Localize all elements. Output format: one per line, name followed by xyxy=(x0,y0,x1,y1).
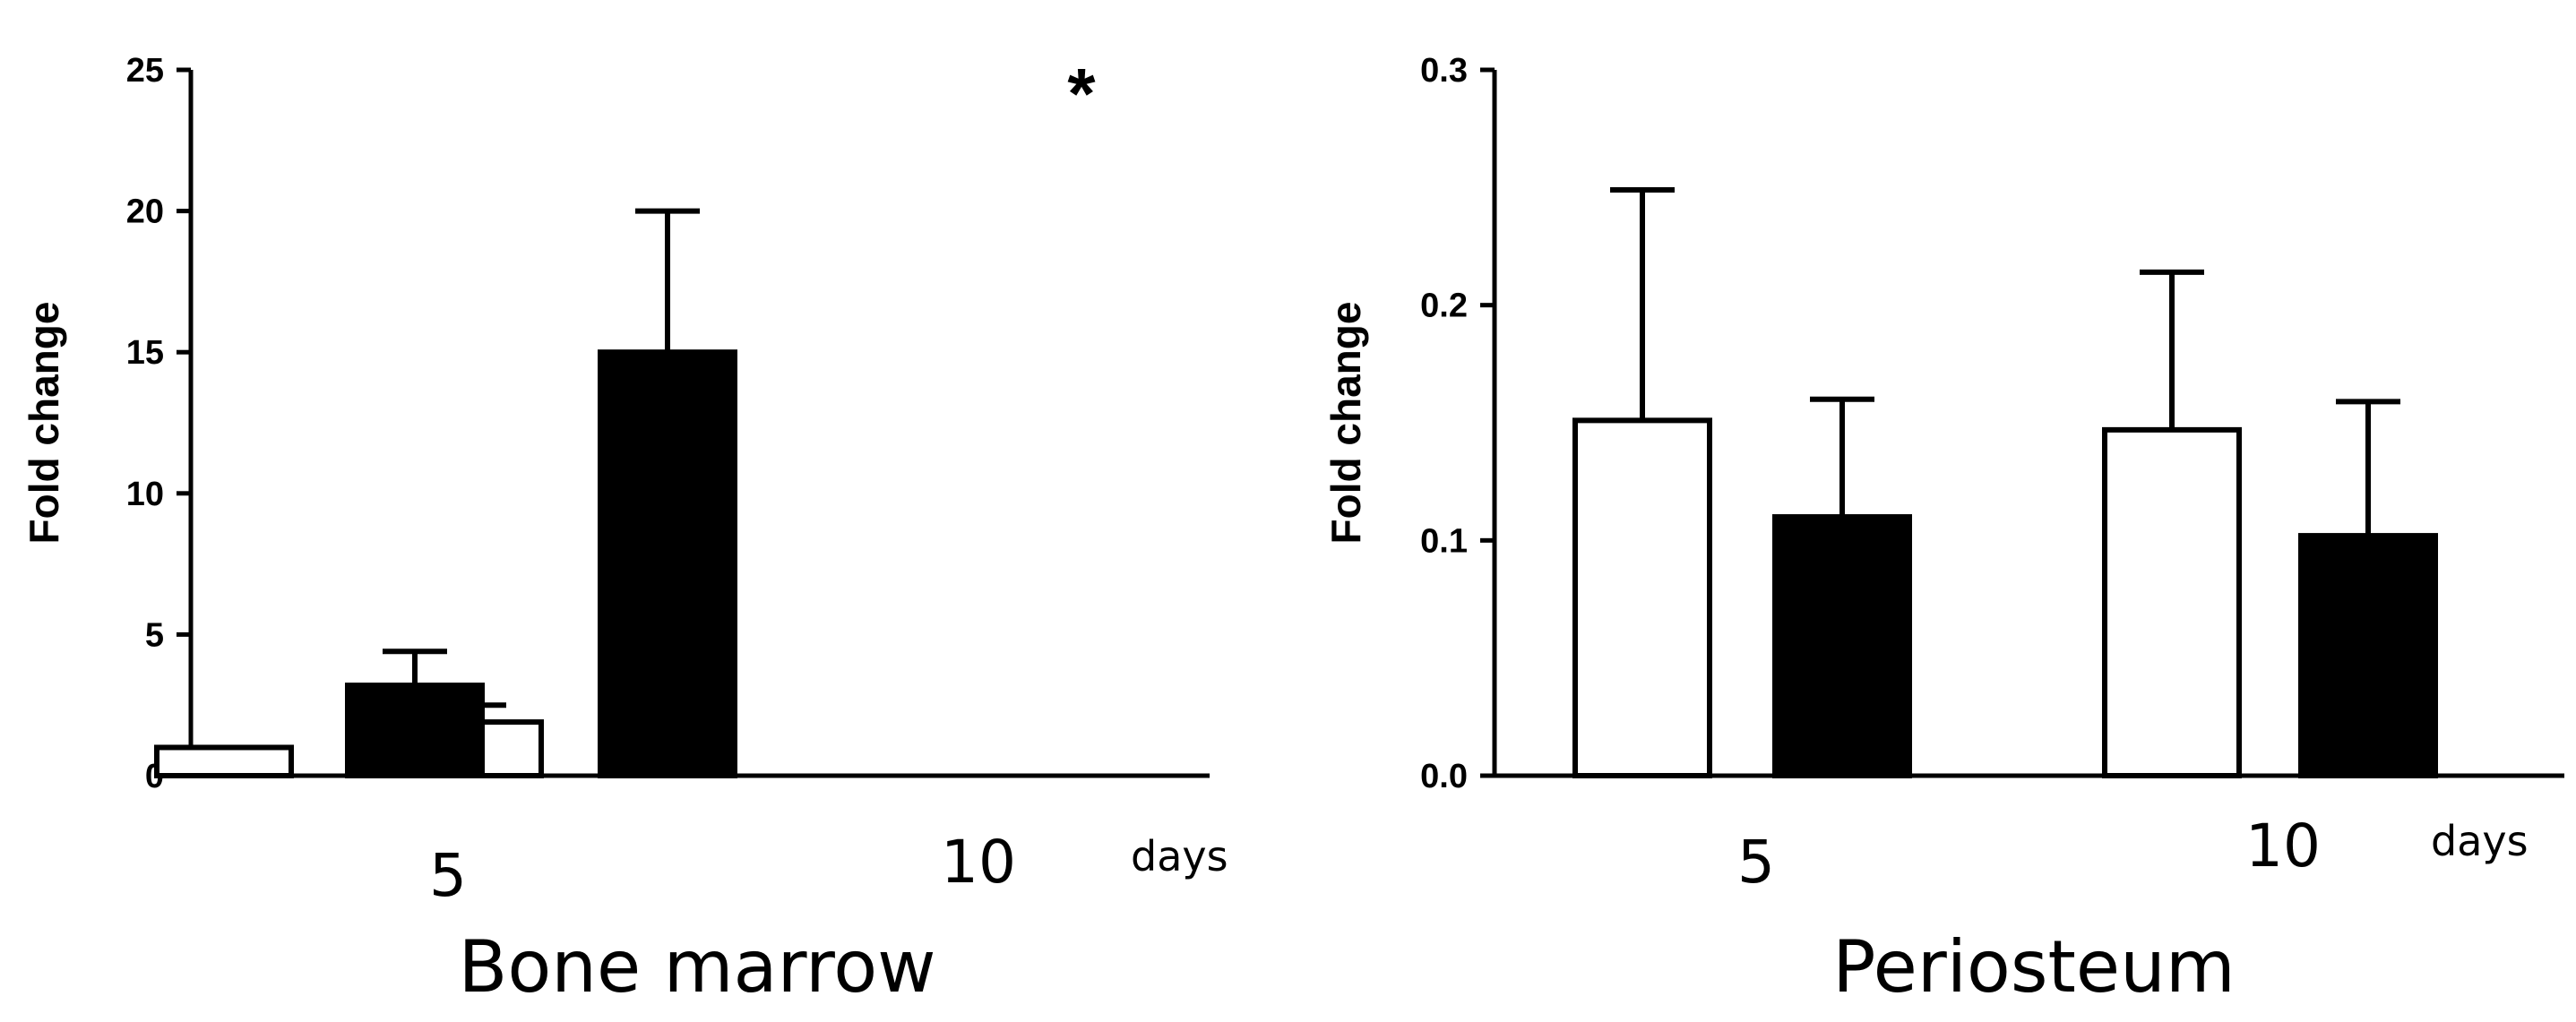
bar-day5-filled xyxy=(345,683,485,778)
bars xyxy=(1572,417,2438,779)
error-bars xyxy=(383,208,700,723)
x-axis-title: Bone marrow xyxy=(458,925,935,1009)
y-tick-label: 5 xyxy=(145,616,164,654)
y-tick-label: 10 xyxy=(126,476,164,513)
bone-marrow-chart: 0510152025 5 10 days Bone marrow Fold ch… xyxy=(21,52,1228,1009)
bar-day10-filled xyxy=(598,349,737,778)
category-label-10: 10 xyxy=(941,828,1016,897)
x-unit-label: days xyxy=(1131,832,1228,880)
category-label-5: 5 xyxy=(1737,828,1775,897)
y-tick-label: 0.1 xyxy=(1420,522,1468,560)
significance-marker: * xyxy=(1067,54,1096,133)
category-label-5: 5 xyxy=(429,841,467,910)
bar-day5-open xyxy=(154,744,294,778)
y-tick-label: 0.2 xyxy=(1420,288,1468,325)
error-bars xyxy=(1610,186,2400,537)
y-ticks: 0.0 0.1 0.2 0.3 xyxy=(1420,52,1495,795)
x-unit-label: days xyxy=(2431,817,2529,865)
bar-day5-open xyxy=(1572,417,1712,778)
y-tick-label: 20 xyxy=(126,193,164,231)
bars xyxy=(154,349,737,778)
y-tick-label: 15 xyxy=(126,334,164,372)
x-axis-title: Periosteum xyxy=(1832,925,2236,1009)
y-tick-label: 0.0 xyxy=(1420,758,1468,795)
y-axis-title: Fold change xyxy=(21,302,67,545)
y-axis-title: Fold change xyxy=(1322,302,1369,545)
category-label-10: 10 xyxy=(2245,812,2321,880)
y-tick-label: 25 xyxy=(126,52,164,90)
bar-day5-filled xyxy=(1772,514,1912,778)
y-tick-label: 0.3 xyxy=(1420,52,1468,90)
periosteum-chart: 0.0 0.1 0.2 0.3 5 10 days Periosteum Fold c… xyxy=(1322,52,2564,1009)
bar-day10-filled xyxy=(2298,533,2438,779)
y-ticks: 0510152025 xyxy=(126,52,191,795)
bar-day10-open xyxy=(2102,426,2242,778)
